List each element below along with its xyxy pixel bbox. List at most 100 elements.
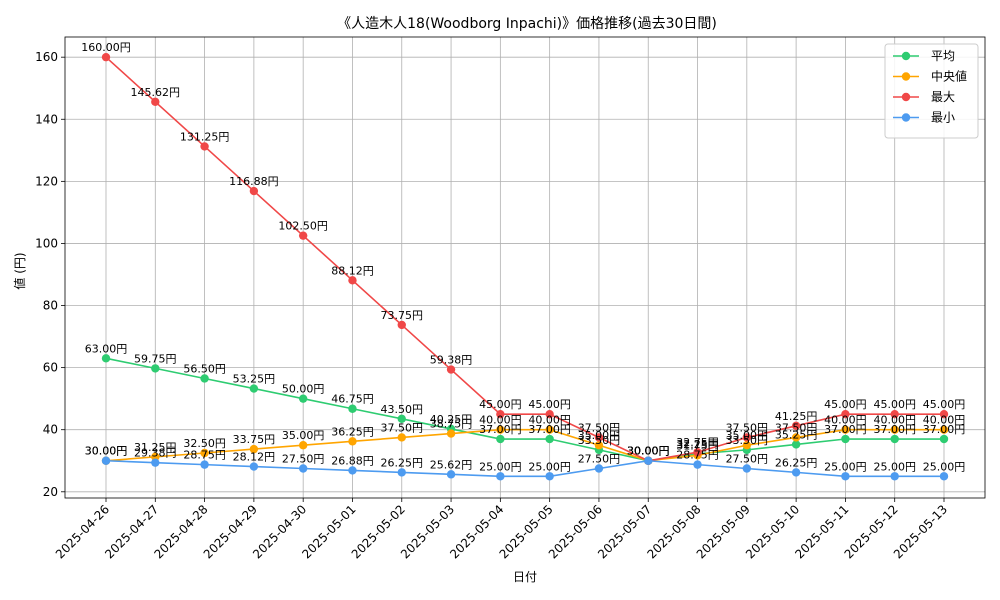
data-label: 25.00円 <box>528 460 571 473</box>
data-label: 28.12円 <box>233 451 276 464</box>
data-point <box>348 276 357 285</box>
data-label: 35.00円 <box>578 429 621 442</box>
data-label: 25.62円 <box>430 458 473 471</box>
data-label: 37.50円 <box>775 421 818 434</box>
data-point <box>939 425 949 434</box>
data-label: 45.00円 <box>873 398 916 411</box>
series-group <box>101 52 949 481</box>
chart-title: 《人造木人18(Woodborg Inpachi)》価格推移(過去30日間) <box>337 16 717 32</box>
data-label: 116.88円 <box>229 175 279 188</box>
data-point <box>791 421 801 431</box>
y-tick-label: 80 <box>43 299 58 313</box>
data-point <box>151 364 160 373</box>
data-point <box>397 414 406 424</box>
data-label: 35.00円 <box>282 429 325 442</box>
data-point <box>101 354 111 363</box>
data-point <box>890 409 899 419</box>
data-label: 30.00円 <box>85 445 128 458</box>
data-label: 40.00円 <box>873 414 916 427</box>
data-point <box>101 52 111 62</box>
data-point <box>545 434 554 444</box>
data-point <box>397 433 406 442</box>
data-point <box>594 441 604 450</box>
data-label: 30.00円 <box>627 445 670 458</box>
data-label: 27.50円 <box>726 453 769 466</box>
data-point <box>446 429 456 438</box>
data-point <box>496 472 505 481</box>
data-label: 102.50円 <box>278 220 328 233</box>
data-label: 145.62円 <box>131 86 181 99</box>
data-label: 30.00円 <box>627 445 670 458</box>
data-label: 29.38円 <box>134 447 177 460</box>
data-point <box>545 472 554 481</box>
data-label: 40.00円 <box>824 414 867 427</box>
data-point <box>496 425 505 434</box>
data-point <box>841 425 850 434</box>
data-point <box>791 468 801 477</box>
data-label: 37.50円 <box>726 421 769 434</box>
data-label: 25.00円 <box>923 460 966 473</box>
data-label: 56.50円 <box>183 362 226 375</box>
data-point <box>446 365 456 374</box>
data-point <box>397 320 406 330</box>
data-point <box>890 472 899 481</box>
data-label: 40.25円 <box>430 413 473 426</box>
series-line-1 <box>105 428 944 462</box>
data-label: 35.25円 <box>775 428 818 441</box>
data-label: 88.12円 <box>331 264 374 277</box>
data-label: 40.00円 <box>923 414 966 427</box>
data-label: 46.75円 <box>331 393 374 406</box>
data-label: 41.25円 <box>775 410 818 423</box>
data-point <box>791 440 801 449</box>
data-label: 59.75円 <box>134 352 177 365</box>
data-point <box>151 452 160 462</box>
legend-marker <box>901 113 911 122</box>
data-point <box>200 460 209 469</box>
data-label: 37.00円 <box>479 423 522 436</box>
data-label: 43.50円 <box>381 403 424 416</box>
data-point <box>693 448 702 457</box>
legend-label: 平均 <box>931 49 955 63</box>
data-label: 45.00円 <box>528 398 571 411</box>
data-label: 35.00円 <box>726 429 769 442</box>
plot-frame <box>64 36 986 499</box>
legend-label: 中央値 <box>931 69 967 84</box>
data-label: 63.00円 <box>85 342 128 355</box>
data-point <box>841 472 850 481</box>
data-point <box>200 374 209 383</box>
data-point <box>200 448 209 458</box>
data-point <box>200 142 209 151</box>
series-line-2 <box>105 56 944 462</box>
data-point <box>890 425 899 434</box>
data-label: 32.25円 <box>676 438 719 451</box>
data-point <box>397 468 406 477</box>
data-label: 50.00円 <box>282 383 325 396</box>
data-point <box>249 384 259 393</box>
data-point <box>644 456 653 465</box>
data-label: 37.00円 <box>873 423 916 436</box>
data-label: 37.00円 <box>528 423 571 436</box>
data-label: 28.75円 <box>183 449 226 462</box>
data-label: 33.75円 <box>233 433 276 446</box>
data-label: 45.00円 <box>923 398 966 411</box>
data-point <box>249 444 259 454</box>
data-point <box>742 433 752 442</box>
legend-marker <box>901 51 911 61</box>
data-point <box>841 409 850 419</box>
legend-marker <box>901 72 911 81</box>
data-label: 27.50円 <box>578 453 621 466</box>
series-line-0 <box>105 357 944 462</box>
data-label: 31.75円 <box>676 439 719 452</box>
data-point <box>742 441 752 450</box>
data-label: 27.50円 <box>282 453 325 466</box>
data-label: 32.50円 <box>183 437 226 450</box>
y-axis-label: 値 (円) <box>12 252 27 289</box>
data-label: 25.00円 <box>873 460 916 473</box>
data-label: 131.25円 <box>180 130 230 143</box>
data-label: 30.00円 <box>627 445 670 458</box>
data-point <box>249 462 259 471</box>
data-label: 53.25円 <box>233 373 276 386</box>
data-point <box>249 186 259 196</box>
data-label: 73.75円 <box>381 309 424 322</box>
